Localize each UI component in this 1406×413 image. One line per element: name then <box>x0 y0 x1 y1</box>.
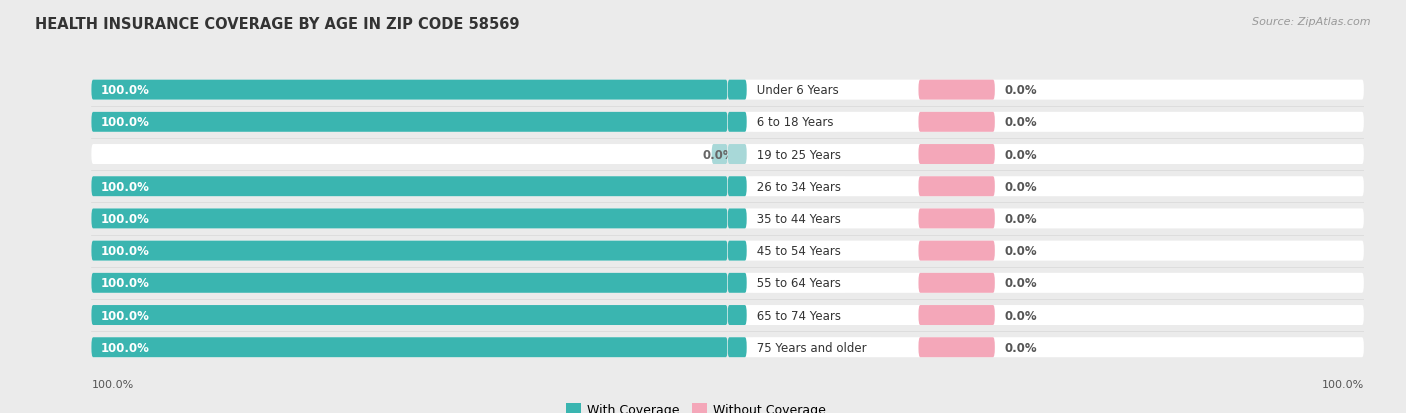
Text: 55 to 64 Years: 55 to 64 Years <box>754 277 845 290</box>
FancyBboxPatch shape <box>728 177 1364 197</box>
FancyBboxPatch shape <box>918 305 995 325</box>
FancyBboxPatch shape <box>91 337 728 357</box>
FancyBboxPatch shape <box>918 337 995 357</box>
Text: 100.0%: 100.0% <box>101 341 150 354</box>
Text: 0.0%: 0.0% <box>1004 341 1038 354</box>
FancyBboxPatch shape <box>918 81 995 100</box>
FancyBboxPatch shape <box>91 337 728 357</box>
FancyBboxPatch shape <box>918 145 995 165</box>
Legend: With Coverage, Without Coverage: With Coverage, Without Coverage <box>561 398 831 413</box>
FancyBboxPatch shape <box>91 177 728 197</box>
Text: Under 6 Years: Under 6 Years <box>754 84 842 97</box>
FancyBboxPatch shape <box>728 145 747 165</box>
Text: HEALTH INSURANCE COVERAGE BY AGE IN ZIP CODE 58569: HEALTH INSURANCE COVERAGE BY AGE IN ZIP … <box>35 17 520 31</box>
Text: 19 to 25 Years: 19 to 25 Years <box>754 148 845 161</box>
FancyBboxPatch shape <box>711 145 728 165</box>
FancyBboxPatch shape <box>728 113 747 133</box>
FancyBboxPatch shape <box>91 81 728 100</box>
Text: 0.0%: 0.0% <box>1004 244 1038 257</box>
FancyBboxPatch shape <box>728 209 747 229</box>
FancyBboxPatch shape <box>728 177 747 197</box>
Text: 35 to 44 Years: 35 to 44 Years <box>754 212 845 225</box>
FancyBboxPatch shape <box>728 305 1364 325</box>
Text: 100.0%: 100.0% <box>101 180 150 193</box>
Text: 6 to 18 Years: 6 to 18 Years <box>754 116 838 129</box>
FancyBboxPatch shape <box>728 81 1364 100</box>
FancyBboxPatch shape <box>91 177 728 197</box>
FancyBboxPatch shape <box>91 113 728 133</box>
Text: 0.0%: 0.0% <box>1004 148 1038 161</box>
Text: 0.0%: 0.0% <box>1004 84 1038 97</box>
Text: 75 Years and older: 75 Years and older <box>754 341 870 354</box>
FancyBboxPatch shape <box>728 273 747 293</box>
FancyBboxPatch shape <box>918 273 995 293</box>
FancyBboxPatch shape <box>918 177 995 197</box>
Text: 100.0%: 100.0% <box>101 84 150 97</box>
Text: 100.0%: 100.0% <box>101 116 150 129</box>
Text: 100.0%: 100.0% <box>1322 379 1364 389</box>
FancyBboxPatch shape <box>91 273 728 293</box>
Text: 0.0%: 0.0% <box>1004 116 1038 129</box>
FancyBboxPatch shape <box>728 337 1364 357</box>
FancyBboxPatch shape <box>728 113 1364 133</box>
Text: 26 to 34 Years: 26 to 34 Years <box>754 180 845 193</box>
FancyBboxPatch shape <box>91 209 728 229</box>
FancyBboxPatch shape <box>91 113 728 133</box>
FancyBboxPatch shape <box>728 273 1364 293</box>
FancyBboxPatch shape <box>91 241 728 261</box>
FancyBboxPatch shape <box>91 273 728 293</box>
Text: 0.0%: 0.0% <box>1004 309 1038 322</box>
Text: 100.0%: 100.0% <box>101 212 150 225</box>
Text: Source: ZipAtlas.com: Source: ZipAtlas.com <box>1253 17 1371 26</box>
FancyBboxPatch shape <box>918 241 995 261</box>
Text: 0.0%: 0.0% <box>1004 277 1038 290</box>
Text: 65 to 74 Years: 65 to 74 Years <box>754 309 845 322</box>
FancyBboxPatch shape <box>728 241 1364 261</box>
Text: 100.0%: 100.0% <box>101 277 150 290</box>
Text: 0.0%: 0.0% <box>702 148 735 161</box>
Text: 100.0%: 100.0% <box>91 379 134 389</box>
FancyBboxPatch shape <box>728 305 747 325</box>
FancyBboxPatch shape <box>918 113 995 133</box>
Text: 45 to 54 Years: 45 to 54 Years <box>754 244 845 257</box>
FancyBboxPatch shape <box>91 145 728 165</box>
FancyBboxPatch shape <box>728 81 747 100</box>
FancyBboxPatch shape <box>91 209 728 229</box>
FancyBboxPatch shape <box>918 209 995 229</box>
Text: 100.0%: 100.0% <box>101 309 150 322</box>
FancyBboxPatch shape <box>91 305 728 325</box>
FancyBboxPatch shape <box>91 81 728 100</box>
FancyBboxPatch shape <box>728 209 1364 229</box>
FancyBboxPatch shape <box>91 241 728 261</box>
Text: 100.0%: 100.0% <box>101 244 150 257</box>
FancyBboxPatch shape <box>728 337 747 357</box>
FancyBboxPatch shape <box>91 305 728 325</box>
FancyBboxPatch shape <box>728 145 1364 165</box>
Text: 0.0%: 0.0% <box>1004 180 1038 193</box>
Text: 0.0%: 0.0% <box>1004 212 1038 225</box>
FancyBboxPatch shape <box>728 241 747 261</box>
